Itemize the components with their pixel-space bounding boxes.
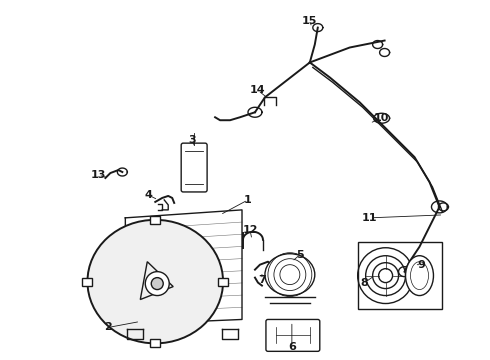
Polygon shape <box>82 278 93 285</box>
Text: 5: 5 <box>296 250 304 260</box>
Text: 9: 9 <box>417 260 425 270</box>
Text: 14: 14 <box>250 85 266 95</box>
Text: 10: 10 <box>374 113 389 123</box>
Text: 2: 2 <box>104 323 112 332</box>
Polygon shape <box>150 339 160 347</box>
Ellipse shape <box>406 256 434 296</box>
Text: 4: 4 <box>145 190 152 200</box>
Text: 15: 15 <box>302 15 318 26</box>
Text: 3: 3 <box>188 135 196 145</box>
Text: 13: 13 <box>91 170 106 180</box>
Polygon shape <box>218 278 228 285</box>
Text: 11: 11 <box>362 213 377 223</box>
Polygon shape <box>150 216 160 224</box>
Ellipse shape <box>87 220 223 343</box>
Text: 7: 7 <box>258 275 266 285</box>
Circle shape <box>151 278 163 289</box>
FancyBboxPatch shape <box>266 319 320 351</box>
Ellipse shape <box>265 254 315 296</box>
Text: 12: 12 <box>242 225 258 235</box>
Bar <box>358 242 442 310</box>
Text: 8: 8 <box>361 278 368 288</box>
Text: 6: 6 <box>288 342 296 352</box>
Circle shape <box>145 272 169 296</box>
FancyBboxPatch shape <box>181 143 207 192</box>
Text: 1: 1 <box>244 195 252 205</box>
